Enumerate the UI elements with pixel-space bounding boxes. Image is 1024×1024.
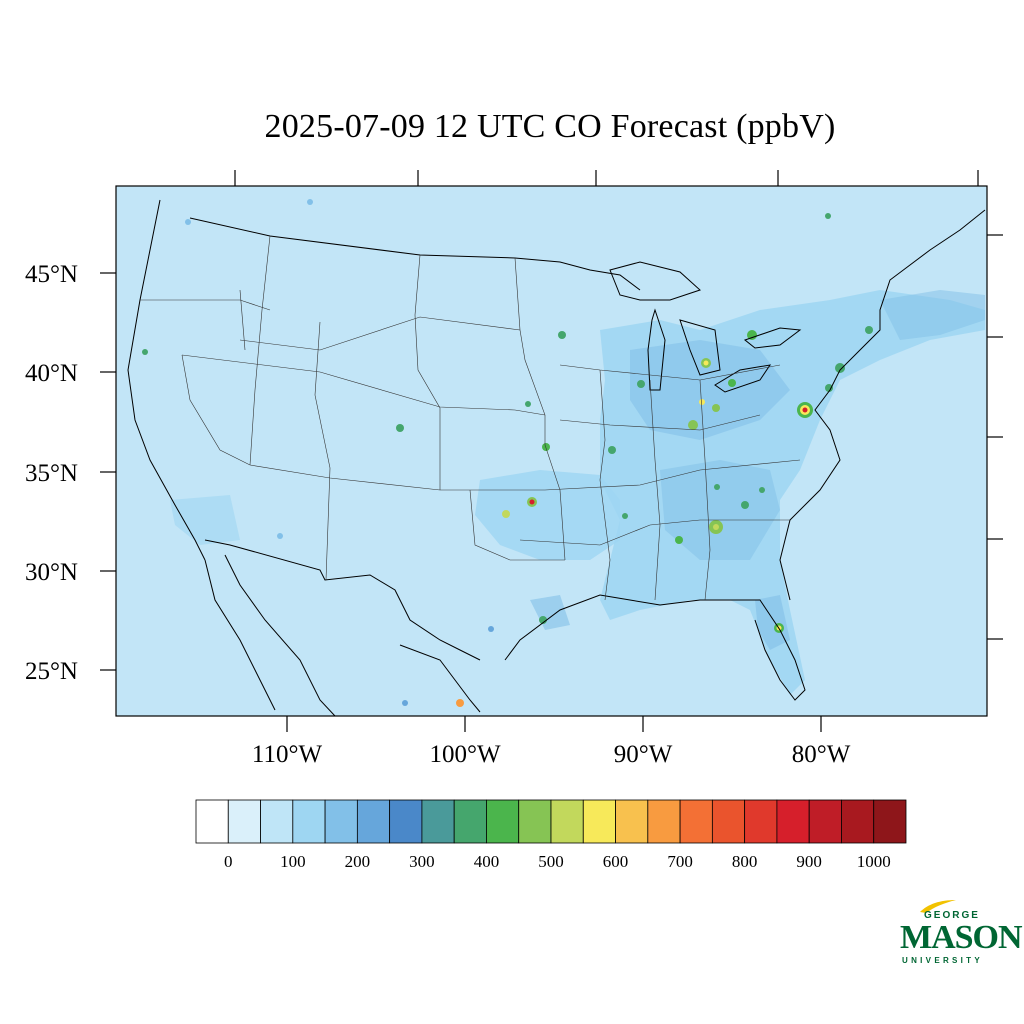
hotspot: [529, 499, 535, 505]
left-ticks: [100, 272, 116, 671]
bottom-ticks: [286, 716, 822, 732]
colorbar-swatch: [453, 799, 487, 844]
logo-mason: MASON: [900, 919, 1023, 956]
hotspot: [825, 213, 831, 219]
colorbar-labels: 0 100 200 300 400 500 600 700 800 900 1000: [224, 852, 891, 871]
lon-label: 100°W: [429, 741, 500, 768]
colorbar-label: 100: [280, 852, 306, 871]
colorbar-label: 900: [796, 852, 822, 871]
colorbar-swatch: [647, 799, 681, 844]
latitude-labels: 45°N 40°N 35°N 30°N 25°N: [25, 261, 78, 685]
lon-label: 90°W: [614, 741, 673, 768]
colorbar-swatch: [292, 799, 326, 844]
colorbar-swatch: [615, 799, 649, 844]
gmu-logo: GEORGE MASON UNIVERSITY: [898, 898, 1023, 968]
hotspot: [277, 533, 283, 539]
hotspot: [456, 699, 464, 707]
colorbar-label: 400: [474, 852, 500, 871]
top-ticks: [234, 170, 979, 186]
hotspot: [525, 401, 531, 407]
colorbar-label: 500: [538, 852, 564, 871]
colorbar-swatch: [711, 799, 746, 844]
colorbar-swatch: [582, 799, 616, 844]
colorbar-swatch: [421, 799, 455, 844]
colorbar-swatch: [389, 799, 423, 844]
hotspot: [637, 380, 645, 388]
hotspot: [688, 420, 698, 430]
colorbar-label: 600: [603, 852, 629, 871]
lon-label: 110°W: [252, 741, 323, 768]
hotspot: [675, 536, 683, 544]
hotspot: [741, 501, 749, 509]
hotspot: [759, 487, 765, 493]
colorbar-label: 800: [732, 852, 758, 871]
hotspot: [608, 446, 616, 454]
map-frame: [115, 185, 988, 717]
colorbar: [195, 799, 907, 844]
colorbar-swatch: [550, 799, 584, 844]
hotspot: [539, 616, 547, 624]
hotspot: [558, 331, 566, 339]
logo-george: GEORGE: [924, 910, 980, 921]
longitude-labels: 110°W 100°W 90°W 80°W: [252, 741, 851, 768]
colorbar-label: 0: [224, 852, 233, 871]
colorbar-swatch: [679, 799, 713, 844]
lat-label: 35°N: [25, 460, 78, 487]
swoosh-icon: [920, 900, 956, 913]
co-hotspots: [142, 199, 873, 707]
colorbar-swatch: [260, 799, 294, 844]
hotspot: [703, 360, 709, 366]
colorbar-swatch: [744, 799, 778, 844]
colorbar-swatch: [841, 799, 875, 844]
hotspot: [142, 349, 148, 355]
co-concentration-field: [170, 290, 985, 695]
map-background: [116, 186, 987, 716]
hotspot: [714, 484, 720, 490]
hotspot: [802, 407, 808, 413]
hotspot: [728, 379, 736, 387]
hotspot: [502, 510, 510, 518]
colorbar-swatch: [776, 799, 810, 844]
colorbar-label: 700: [667, 852, 693, 871]
state-borders: [140, 235, 801, 601]
colorbar-swatch: [324, 799, 358, 844]
lon-label: 80°W: [792, 741, 851, 768]
coastlines-and-borders: [127, 199, 986, 717]
hotspot: [713, 524, 719, 530]
hotspot: [396, 424, 404, 432]
lat-label: 30°N: [25, 559, 78, 586]
hotspot: [825, 384, 833, 392]
hotspot: [747, 330, 757, 340]
colorbar-swatch: [808, 799, 842, 844]
logo-university: UNIVERSITY: [902, 956, 984, 965]
colorbar-swatch: [873, 799, 907, 844]
hotspot: [307, 199, 313, 205]
hotspot: [488, 626, 494, 632]
colorbar-swatch: [518, 799, 552, 844]
map-title: 2025-07-09 12 UTC CO Forecast (ppbV): [264, 108, 836, 145]
colorbar-label: 200: [345, 852, 371, 871]
hotspot: [835, 363, 845, 373]
hotspot: [865, 326, 873, 334]
colorbar-swatch: [227, 799, 261, 844]
lat-label: 25°N: [25, 658, 78, 685]
hotspot: [402, 700, 408, 706]
lat-label: 45°N: [25, 261, 78, 288]
hotspot: [622, 513, 628, 519]
colorbar-label: 1000: [857, 852, 891, 871]
colorbar-swatch: [195, 799, 229, 844]
right-ticks: [987, 234, 1003, 640]
hotspot: [699, 399, 705, 405]
colorbar-label: 300: [409, 852, 435, 871]
colorbar-swatch: [356, 799, 391, 844]
hotspot: [712, 404, 720, 412]
colorbar-swatch: [486, 799, 520, 844]
hotspot: [542, 443, 550, 451]
hotspot: [185, 219, 191, 225]
lat-label: 40°N: [25, 360, 78, 387]
